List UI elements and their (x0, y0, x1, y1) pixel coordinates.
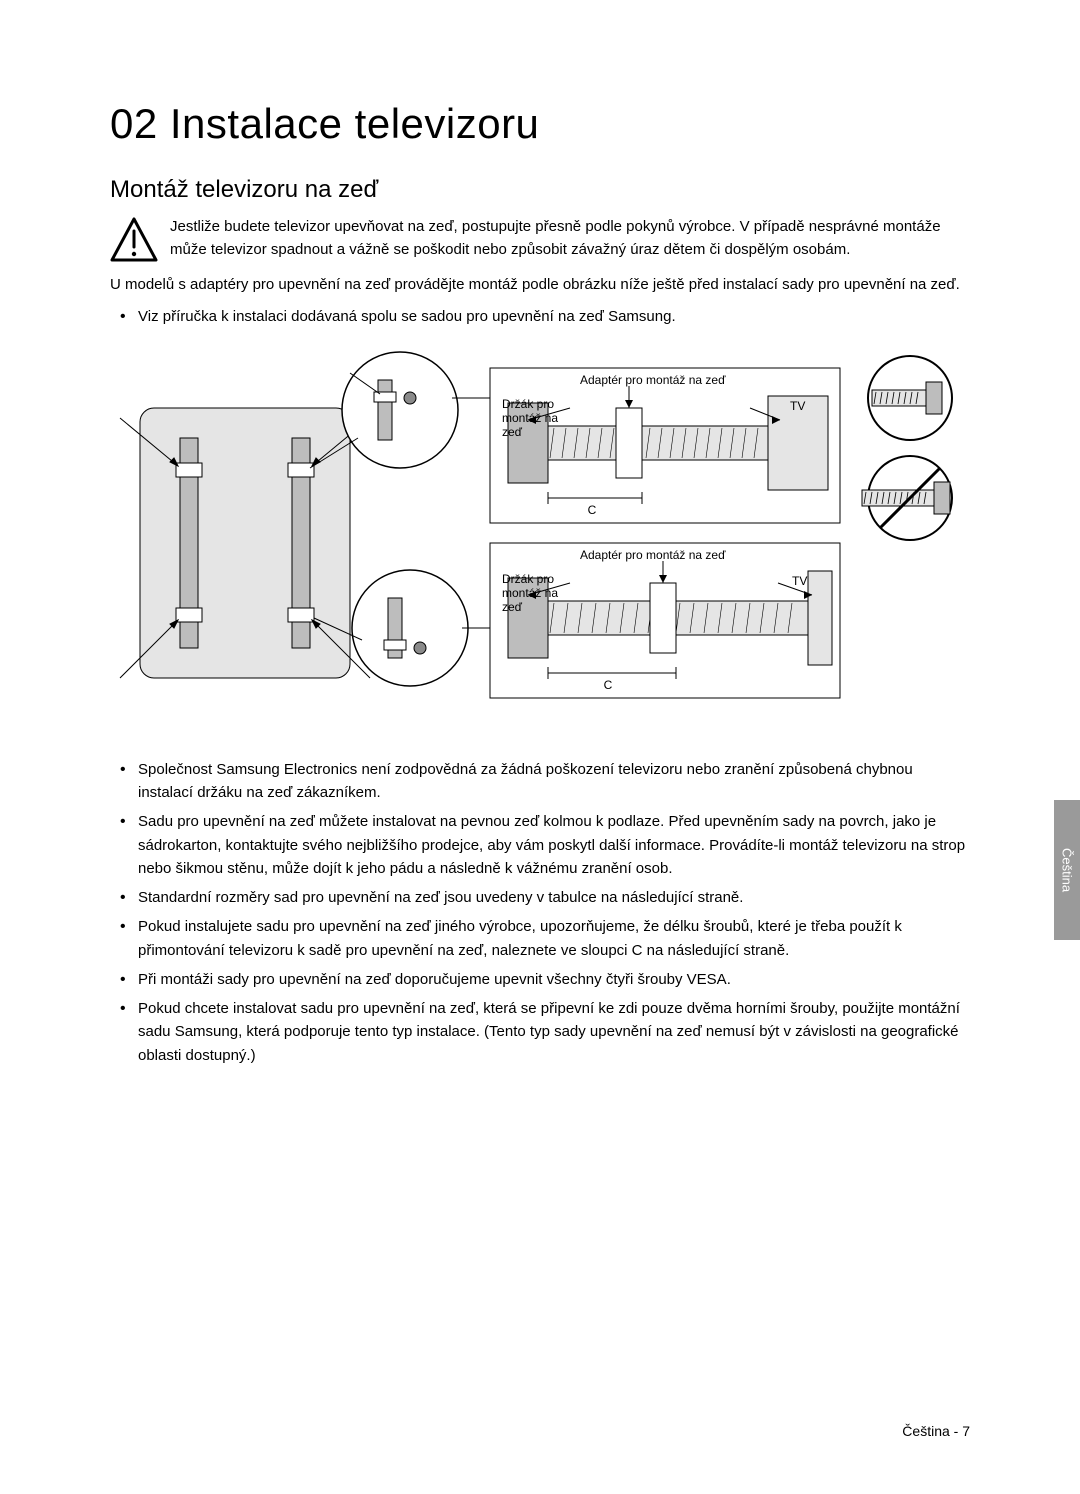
bullet-item: Společnost Samsung Electronics není zodp… (138, 758, 970, 805)
chapter-title: 02 Instalace televizoru (110, 100, 970, 148)
chapter-title-text: Instalace televizoru (170, 100, 540, 147)
bullet-item: Pokud chcete instalovat sadu pro upevněn… (138, 997, 970, 1067)
section-title: Montáž televizoru na zeď (110, 176, 970, 204)
warning-text: Jestliže budete televizor upevňovat na z… (170, 216, 970, 261)
bullet-item: Pokud instalujete sadu pro upevnění na z… (138, 915, 970, 962)
bullet-item: Při montáži sady pro upevnění na zeď dop… (138, 968, 970, 991)
intro-paragraph: U modelů s adaptéry pro upevnění na zeď … (110, 274, 970, 297)
diagram-label-c: C (588, 503, 597, 517)
diagram-label-adapter: Adaptér pro montáž na zeď (580, 373, 726, 387)
diagram-label-adapter-2: Adaptér pro montáž na zeď (580, 548, 726, 562)
diagram-label-c-2: C (604, 678, 613, 692)
intro-bullet-item: Viz příručka k instalaci dodávaná spolu … (138, 305, 970, 328)
warning-icon (110, 216, 158, 264)
bullet-item: Sadu pro upevnění na zeď můžete instalov… (138, 810, 970, 880)
chapter-number: 02 (110, 100, 158, 147)
warning-block: Jestliže budete televizor upevňovat na z… (110, 216, 970, 264)
diagram-label-tv-2: TV (792, 574, 807, 588)
bullet-item: Standardní rozměry sad pro upevnění na z… (138, 886, 970, 909)
intro-bullet-list: Viz příručka k instalaci dodávaná spolu … (110, 305, 970, 328)
language-side-tab: Čeština (1054, 800, 1080, 940)
side-tab-label: Čeština (1060, 848, 1075, 892)
diagram-label-tv: TV (790, 399, 805, 413)
main-bullet-list: Společnost Samsung Electronics není zodp… (110, 758, 970, 1067)
mounting-diagram: C Adaptér pro montáž na zeď Držák pro mo… (110, 348, 970, 728)
page-footer: Čeština - 7 (902, 1423, 970, 1439)
